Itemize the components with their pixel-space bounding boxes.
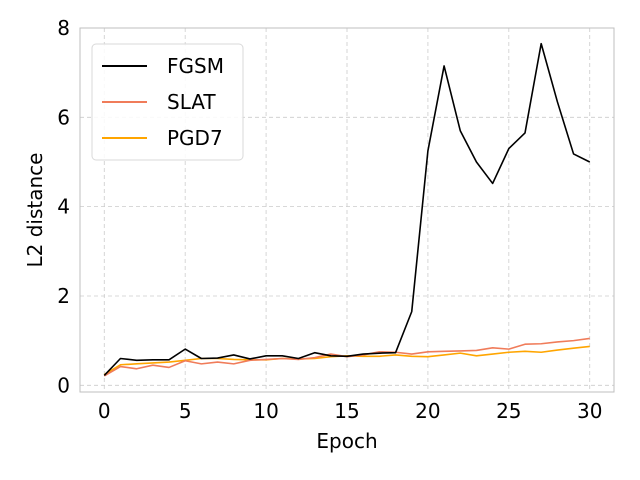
x-tick-label: 15 <box>334 399 359 423</box>
x-tick-label: 10 <box>253 399 278 423</box>
legend-label-fgsm: FGSM <box>167 54 224 78</box>
legend-label-pgd7: PGD7 <box>167 126 223 150</box>
x-tick-label: 0 <box>98 399 111 423</box>
x-tick-label: 30 <box>577 399 602 423</box>
plot-frame <box>79 27 615 393</box>
y-tick-label: 4 <box>57 195 70 219</box>
x-tick-label: 20 <box>415 399 440 423</box>
x-tick-label: 5 <box>179 399 192 423</box>
x-tick-label: 25 <box>496 399 521 423</box>
y-tick-label: 8 <box>57 16 70 40</box>
tick-labels: 0 5 10 15 20 25 30 0 2 4 6 8 <box>57 16 602 423</box>
y-axis-label: L2 distance <box>23 153 47 268</box>
x-axis-label: Epoch <box>316 429 377 453</box>
legend-label-slat: SLAT <box>167 90 216 114</box>
legend-box <box>91 43 244 161</box>
series-line-fgsm <box>103 42 591 377</box>
y-tick-label: 0 <box>57 373 70 397</box>
grid <box>80 27 614 392</box>
y-tick-label: 6 <box>57 105 70 129</box>
y-tick-label: 2 <box>57 284 70 308</box>
series-lines <box>103 42 591 377</box>
legend: FGSM SLAT PGD7 <box>91 43 244 161</box>
